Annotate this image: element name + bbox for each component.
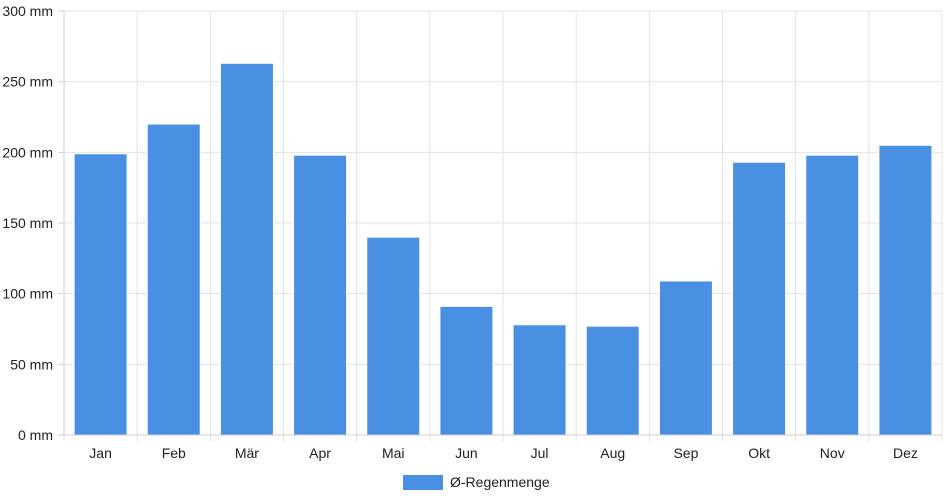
x-tick-label: Dez	[893, 445, 918, 461]
y-tick-label: 150 mm	[2, 215, 53, 231]
bars	[73, 62, 933, 436]
x-tick-label: Jul	[531, 445, 549, 461]
bar-Jul[interactable]	[512, 324, 567, 436]
bar-Jan[interactable]	[73, 153, 128, 436]
bar-Okt[interactable]	[732, 161, 787, 436]
bar-Jun[interactable]	[439, 305, 494, 436]
y-tick-label: 250 mm	[2, 74, 53, 90]
bar-Apr[interactable]	[293, 154, 348, 436]
x-tick-label: Feb	[162, 445, 186, 461]
x-tick-label: Apr	[309, 445, 331, 461]
grid	[63, 10, 943, 441]
x-tick-label: Mär	[235, 445, 259, 461]
x-tick-label: Nov	[820, 445, 845, 461]
bar-Aug[interactable]	[585, 325, 640, 436]
bar-Mai[interactable]	[366, 236, 421, 436]
x-tick-label: Mai	[382, 445, 405, 461]
axes	[58, 10, 942, 436]
bar-Nov[interactable]	[805, 154, 860, 436]
x-tick-label: Jan	[89, 445, 112, 461]
x-tick-labels: Jan Feb Mär Apr Mai Jun Jul Aug Sep Okt Nov Dez	[89, 445, 918, 461]
y-tick-label: 50 mm	[10, 356, 53, 372]
y-tick-label: 100 mm	[2, 286, 53, 302]
y-tick-label: 200 mm	[2, 144, 53, 160]
legend[interactable]: Ø-Regenmenge	[403, 474, 550, 490]
y-tick-labels: 0 mm 50 mm 100 mm 150 mm 200 mm 250 mm 300 mm	[2, 3, 53, 443]
legend-label: Ø-Regenmenge	[450, 474, 550, 490]
bar-Dez[interactable]	[878, 144, 933, 436]
x-tick-label: Jun	[455, 445, 478, 461]
legend-swatch	[403, 475, 443, 490]
bar-Feb[interactable]	[146, 123, 201, 436]
y-tick-label: 0 mm	[18, 427, 53, 443]
x-tick-label: Okt	[748, 445, 770, 461]
x-tick-label: Aug	[600, 445, 625, 461]
x-tick-label: Sep	[673, 445, 698, 461]
bar-Sep[interactable]	[658, 280, 713, 436]
y-tick-label: 300 mm	[2, 3, 53, 19]
bar-Mär[interactable]	[219, 62, 274, 436]
